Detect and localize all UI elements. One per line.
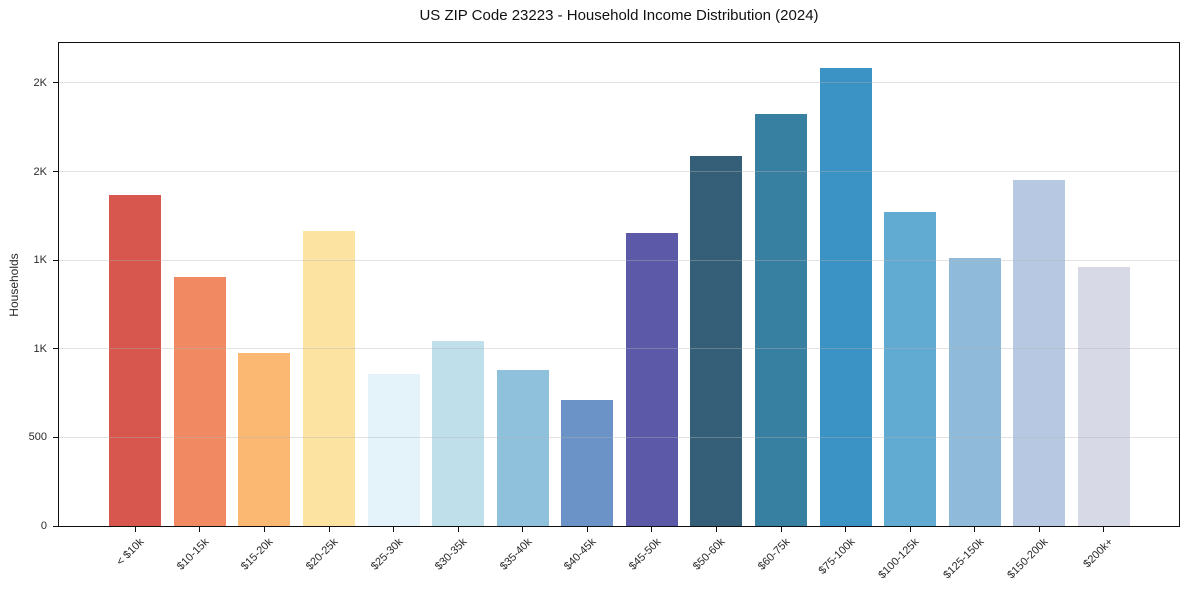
x-tick-mark	[845, 527, 847, 532]
bar-60-75k	[755, 113, 807, 526]
x-tick-mark	[263, 527, 265, 532]
bar-200k+	[1077, 267, 1130, 526]
x-tick-mark	[909, 527, 911, 532]
chart-title: US ZIP Code 23223 - Household Income Dis…	[419, 7, 819, 24]
y-tick-mark	[53, 82, 58, 84]
bar-30-35k	[432, 340, 485, 526]
bar-layer	[59, 43, 1179, 526]
x-tick-mark	[134, 527, 136, 532]
y-tick-label: 1K	[33, 342, 47, 355]
x-tick-mark	[393, 527, 395, 532]
bar-100-125k	[884, 212, 937, 526]
bar-10k	[109, 194, 162, 526]
x-tick-mark	[780, 527, 782, 532]
x-tick-mark	[651, 527, 653, 532]
y-tick-mark	[53, 348, 58, 350]
bar-75-100k	[819, 67, 872, 526]
x-tick-label: < $10k	[114, 536, 147, 569]
bar-20-25k	[303, 230, 355, 526]
bar-50-60k	[690, 156, 743, 526]
y-tick-label: 500	[28, 431, 47, 444]
x-tick-mark	[586, 527, 588, 532]
y-tick-label: 1K	[33, 254, 47, 267]
bar-10-15k	[173, 277, 226, 526]
bar-35-40k	[496, 370, 549, 526]
y-tick-mark	[53, 259, 58, 261]
x-tick-mark	[457, 527, 459, 532]
x-tick-mark	[715, 527, 717, 532]
x-tick-mark	[1103, 527, 1105, 532]
bar-15-20k	[238, 353, 291, 526]
bar-40-45k	[561, 400, 614, 526]
y-tick-mark	[53, 525, 58, 527]
y-tick-label: 0	[40, 520, 47, 532]
x-tick-mark	[328, 527, 330, 532]
y-tick-label: 2K	[33, 76, 47, 89]
bar-125-150k	[948, 258, 1001, 526]
y-tick-mark	[53, 436, 58, 438]
bar-45-50k	[625, 232, 678, 526]
plot-area	[58, 42, 1180, 527]
bar-150-200k	[1013, 180, 1066, 526]
y-tick-label: 2K	[33, 165, 47, 178]
y-tick-mark	[53, 171, 58, 172]
x-tick-mark	[522, 527, 524, 532]
x-tick-mark	[974, 527, 976, 532]
x-tick-mark	[199, 527, 201, 532]
bar-25-30k	[367, 373, 420, 526]
x-tick-mark	[1038, 527, 1040, 532]
